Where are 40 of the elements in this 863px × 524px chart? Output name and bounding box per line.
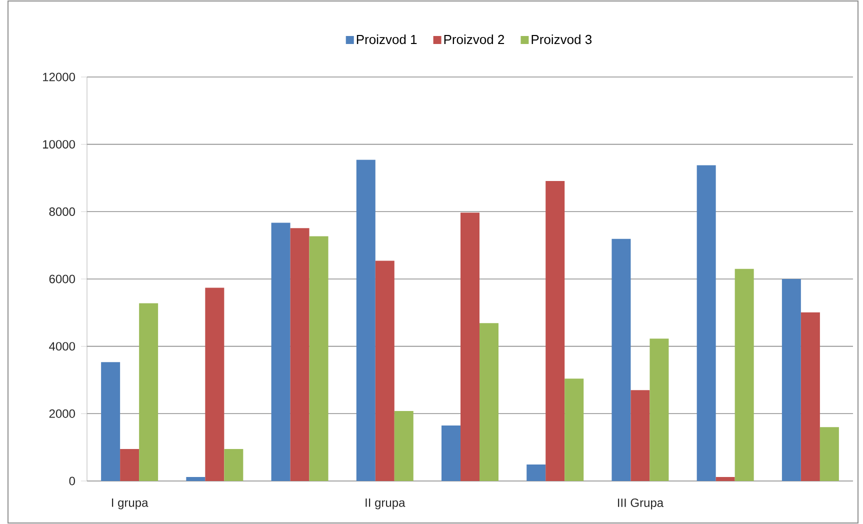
y-tick-label: 0 [69,476,76,486]
x-tick-label: II grupa [366,498,406,510]
bar [356,160,376,481]
bar [480,323,498,481]
bar [186,476,206,481]
bar [716,476,735,481]
x-tick-label: I grupa [112,498,148,510]
bar [460,212,480,481]
x-tick-label: III Grupa [618,498,664,510]
bar [271,222,290,481]
y-tick-label: 10000 [43,140,76,149]
legend-label: Proizvod 1 [356,34,417,44]
bar [442,425,460,481]
bar [309,236,328,481]
bar [290,228,310,481]
bar [394,410,414,481]
bar [120,449,140,481]
legend-label: Proizvod 3 [532,34,592,44]
y-tick-label: 4000 [49,342,76,351]
bar [224,449,244,481]
bar [820,427,839,481]
bar [375,260,394,481]
y-tick-label: 8000 [49,207,76,216]
legend-label: Proizvod 2 [444,34,504,44]
bar [546,181,565,481]
bar [734,268,754,481]
bar [526,464,546,481]
bar [782,278,801,481]
bar [650,338,669,481]
bar [205,288,224,481]
bar [696,165,716,481]
bar [564,378,584,481]
bar [612,238,631,481]
bar [800,312,820,481]
bar [101,362,120,481]
y-tick-label: 2000 [49,409,76,418]
y-tick-label: 12000 [43,72,76,82]
bar [139,303,158,481]
bar [630,390,650,481]
y-tick-label: 6000 [49,274,76,284]
